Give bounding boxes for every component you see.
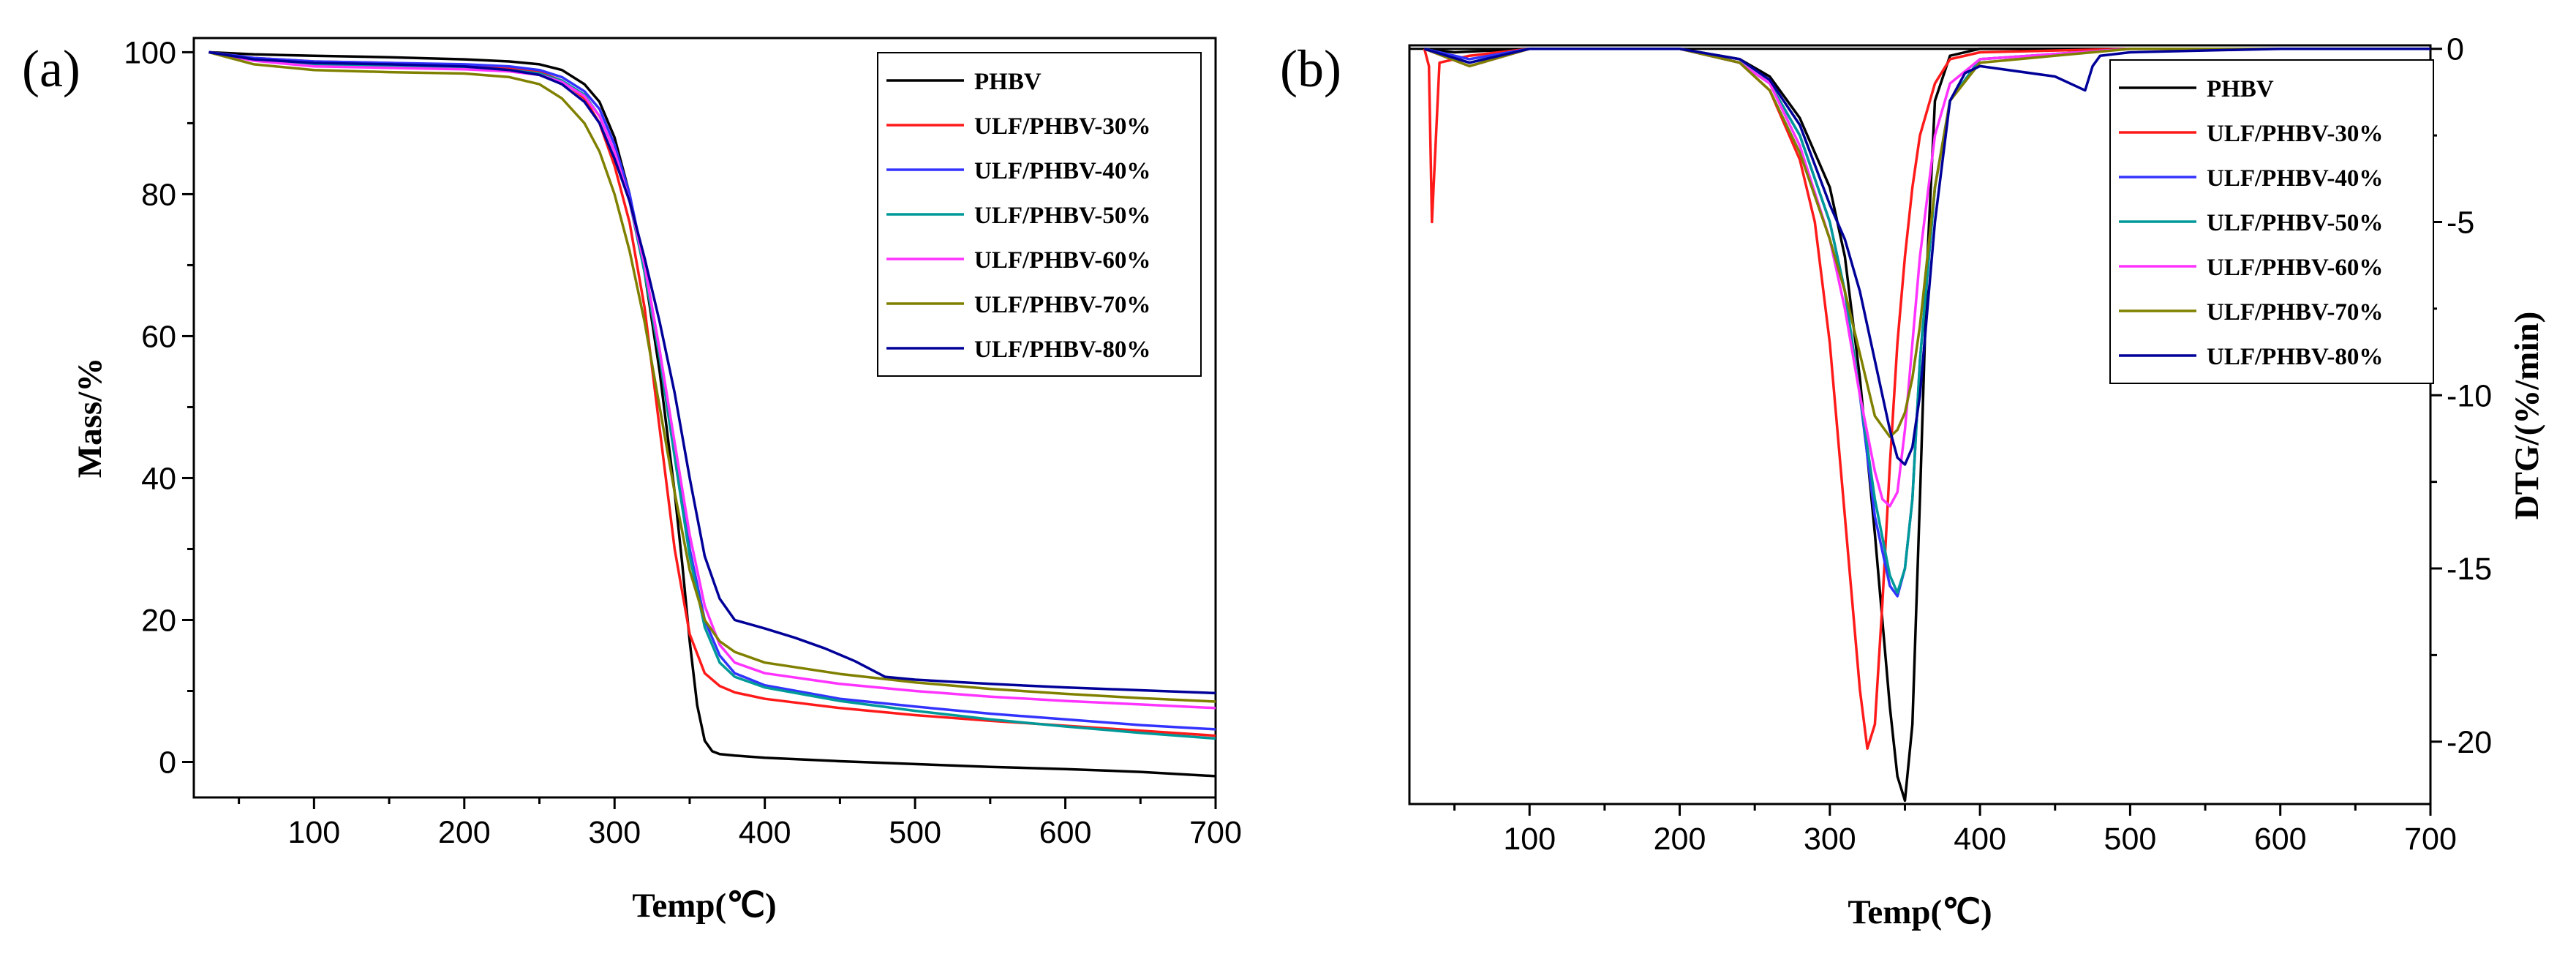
y-tick-label: 100	[124, 35, 176, 70]
series-line	[1423, 47, 2430, 466]
legend: PHBV ULF/PHBV-30% ULF/PHBV-40% ULF/PHBV-50%…	[877, 52, 1202, 377]
x-tick-label: 700	[1189, 815, 1242, 850]
legend-entry-label: ULF/PHBV-50%	[974, 203, 1150, 229]
legend-entry-label: ULF/PHBV-40%	[974, 158, 1150, 184]
y-tick-label: 0	[159, 745, 176, 780]
legend-entry-label: ULF/PHBV-70%	[2207, 299, 2383, 326]
y-tick-label: -10	[2447, 378, 2492, 413]
legend-entry-label: ULF/PHBV-40%	[2207, 165, 2383, 192]
legend-entry-label: ULF/PHBV-80%	[974, 337, 1150, 363]
y-tick-label: -5	[2447, 205, 2474, 240]
legend: PHBV ULF/PHBV-30% ULF/PHBV-40% ULF/PHBV-50%…	[2109, 59, 2434, 384]
series-line	[1423, 47, 2430, 750]
panel-label: (b)	[1280, 40, 1341, 98]
y-tick-label: 60	[141, 319, 176, 354]
x-tick-label: 500	[2104, 822, 2157, 857]
x-tick-label: 500	[889, 815, 941, 850]
x-tick-label: 100	[1503, 822, 1556, 857]
legend-entry-label: ULF/PHBV-30%	[974, 113, 1150, 140]
plot-frame	[192, 37, 1217, 799]
series-line	[1423, 47, 2430, 438]
y-axis-title: DTG/(%/min)	[2508, 312, 2546, 520]
panel-label: (a)	[22, 40, 80, 98]
y-tick-label: -20	[2447, 725, 2492, 760]
legend-entry-label: ULF/PHBV-30%	[2207, 121, 2383, 147]
x-tick-label: 200	[438, 815, 491, 850]
x-axis-title: Temp(℃)	[1848, 893, 1992, 931]
x-tick-label: 400	[739, 815, 791, 850]
series-line	[208, 50, 1216, 695]
legend-entry-label: ULF/PHBV-60%	[2207, 255, 2383, 281]
x-tick-label: 600	[2254, 822, 2307, 857]
x-tick-label: 700	[2404, 822, 2457, 857]
x-tick-label: 200	[1654, 822, 1706, 857]
y-tick-label: 0	[2447, 32, 2464, 67]
legend-entry-label: PHBV	[2207, 76, 2274, 102]
legend-entry-label: ULF/PHBV-80%	[2207, 344, 2383, 370]
y-tick-label: 40	[141, 461, 176, 496]
series-line	[208, 50, 1216, 710]
y-tick-label: 80	[141, 177, 176, 212]
x-tick-label: 300	[1804, 822, 1856, 857]
plot-frame	[1408, 44, 2432, 805]
x-tick-label: 400	[1954, 822, 2006, 857]
x-tick-label: 300	[588, 815, 641, 850]
y-tick-label: -15	[2447, 552, 2492, 587]
panel-a-mass-chart: 100 200 300 400 500 600 700 0 20 40 60 80 100 Temp(℃)…	[22, 35, 1242, 925]
x-tick-label: 100	[287, 815, 340, 850]
legend-entry-label: ULF/PHBV-70%	[974, 292, 1150, 318]
legend-entry-label: PHBV	[974, 69, 1042, 95]
legend-entry-label: ULF/PHBV-60%	[974, 247, 1150, 274]
x-axis-title: Temp(℃)	[632, 887, 776, 925]
y-axis-title: Mass/%	[71, 358, 109, 478]
series-line	[208, 50, 1216, 703]
legend-entry-label: ULF/PHBV-50%	[2207, 210, 2383, 236]
y-tick-label: 20	[141, 603, 176, 638]
panel-b-dtg-chart: 100 200 300 400 500 600 700 0 -5 -10 -15 -20 Temp(℃)…	[1280, 32, 2546, 931]
x-tick-label: 600	[1039, 815, 1092, 850]
